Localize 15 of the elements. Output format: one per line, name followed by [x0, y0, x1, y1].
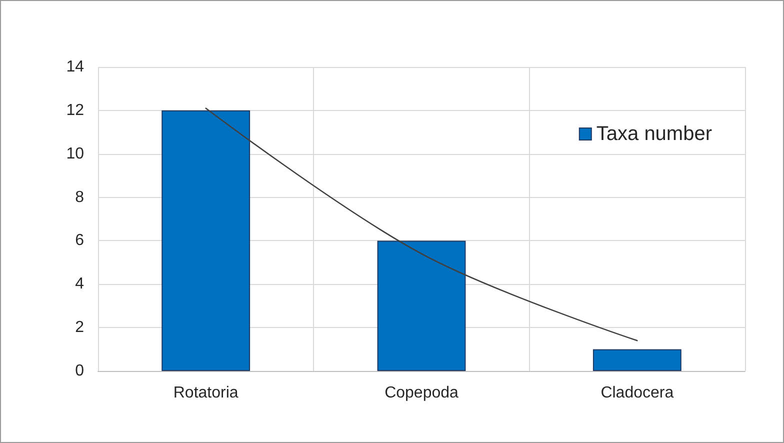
x-tick-label: Copepoda [384, 384, 459, 402]
y-tick-label: 4 [75, 276, 84, 293]
y-tick-label: 10 [66, 145, 84, 162]
y-tick-label: 8 [75, 188, 84, 206]
y-tick-label: 14 [66, 58, 84, 76]
x-tick-label: Cladocera [600, 384, 674, 402]
bar [592, 349, 682, 371]
x-tick-label: Rotatoria [173, 384, 238, 402]
y-tick-label: 2 [75, 319, 84, 336]
legend-label: Taxa number [596, 123, 712, 145]
bar [162, 110, 250, 371]
bar [377, 240, 466, 371]
y-tick-label: 0 [75, 362, 84, 380]
y-tick-label: 12 [66, 102, 84, 119]
y-tick-label: 6 [75, 232, 84, 250]
